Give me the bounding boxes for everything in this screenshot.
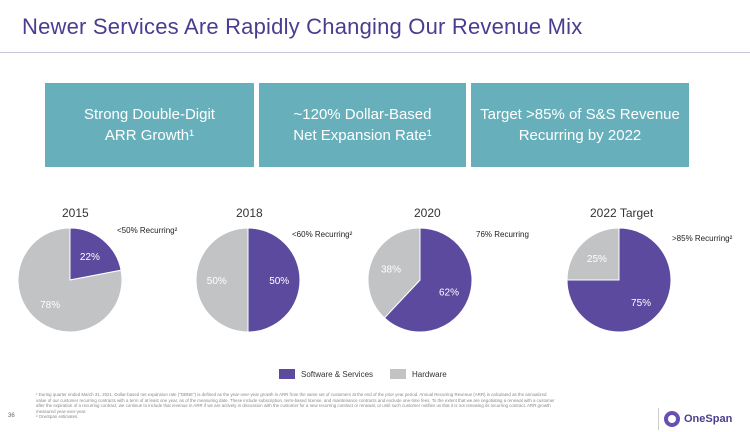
slice-label-0-1: 78% [40, 300, 60, 311]
logo-text: OneSpan [684, 413, 733, 425]
slice-label-2-1: 38% [381, 265, 401, 276]
chart-title-2: 2020 [414, 206, 441, 220]
legend-label-software: Software & Services [301, 369, 374, 379]
title-divider [0, 52, 750, 53]
slice-label-3-0: 75% [631, 298, 651, 309]
slice-label-1-0: 50% [269, 276, 289, 287]
slice-hardware-3 [566, 227, 620, 281]
slice-label-3-1: 25% [587, 254, 607, 265]
slice-software-1 [247, 227, 301, 333]
recurring-callout-1: <60% Recurring² [292, 230, 353, 239]
highlight-text: ~120% Dollar-Based Net Expansion Rate¹ [293, 106, 432, 144]
highlight-text: Target >85% of S&S Revenue Recurring by … [480, 106, 680, 144]
onespan-logo-icon [664, 411, 680, 427]
pie-chart-1: 50% 50% [195, 227, 301, 333]
slice-hardware-2 [367, 227, 421, 319]
slice-hardware-1 [195, 227, 249, 333]
legend-software: Software & Services [279, 369, 373, 379]
highlight-box-net-expansion: ~120% Dollar-Based Net Expansion Rate¹ [259, 83, 466, 167]
page-number: 36 [8, 413, 15, 419]
chart-title-1: 2018 [236, 206, 263, 220]
chart-title-3: 2022 Target [590, 206, 654, 220]
legend-swatch-software [279, 369, 295, 379]
slice-label-2-0: 62% [439, 287, 459, 298]
onespan-logo: OneSpan [664, 411, 732, 427]
slice-hardware-0 [17, 227, 123, 333]
slice-software-3 [566, 227, 672, 333]
pie-chart-0: 22% 78% [17, 227, 123, 333]
slice-label-0-0: 22% [80, 252, 100, 263]
logo-divider [658, 408, 659, 430]
legend-label-hardware: Hardware [412, 369, 447, 379]
legend-hardware: Hardware [390, 369, 447, 379]
legend-swatch-hardware [390, 369, 406, 379]
recurring-callout-2: 76% Recurring [476, 230, 529, 239]
highlight-box-recurring-target: Target >85% of S&S Revenue Recurring by … [471, 83, 689, 167]
chart-title-0: 2015 [62, 206, 89, 220]
recurring-callout-0: <50% Recurring² [117, 226, 178, 235]
pie-chart-2: 62% 38% [367, 227, 473, 333]
footnote: ¹ During quarter ended March 31, 2021. D… [36, 392, 555, 420]
highlight-text: Strong Double-Digit ARR Growth¹ [84, 106, 215, 144]
pie-chart-3: 75% 25% [566, 227, 672, 333]
page-title: Newer Services Are Rapidly Changing Our … [22, 14, 583, 39]
slice-software-0 [69, 227, 122, 281]
highlight-box-arr-growth: Strong Double-Digit ARR Growth¹ [45, 83, 254, 167]
recurring-callout-3: >85% Recurring² [672, 234, 733, 243]
slice-software-2 [383, 227, 473, 333]
slice-label-1-1: 50% [207, 276, 227, 287]
